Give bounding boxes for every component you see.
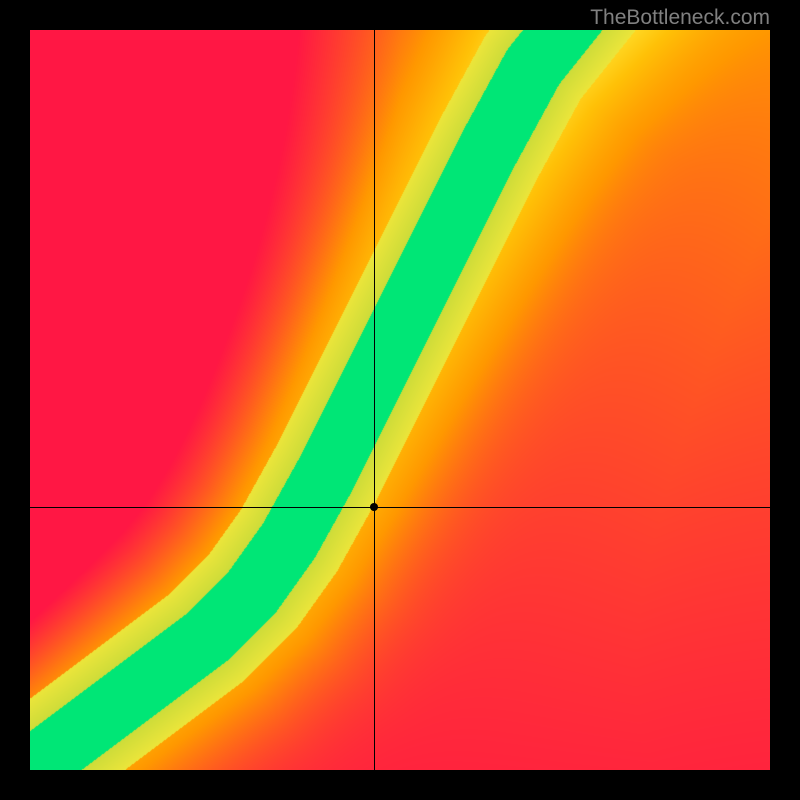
heatmap-canvas [30,30,770,770]
crosshair-vertical [374,30,375,770]
plot-area [30,30,770,770]
watermark-text: TheBottleneck.com [590,6,770,30]
crosshair-marker [370,503,378,511]
crosshair-horizontal [30,507,770,508]
